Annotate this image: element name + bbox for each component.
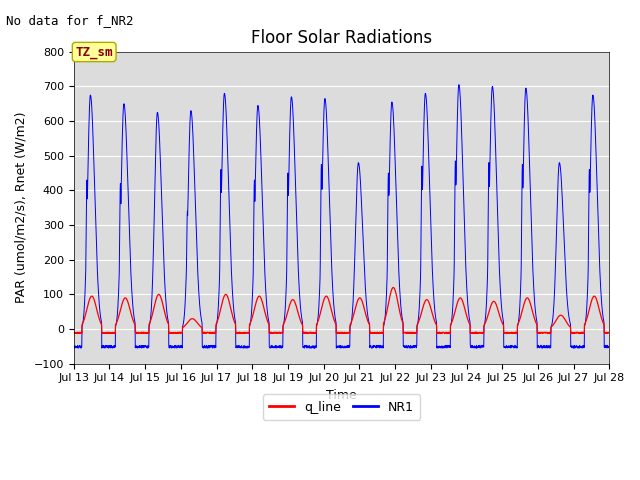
NR1 xyxy=(124,160,131,166)
q_line xyxy=(303,331,311,336)
NR1 xyxy=(533,345,541,351)
NR1 xyxy=(473,345,481,351)
q_line xyxy=(598,317,606,323)
NR1 xyxy=(455,82,463,87)
q_line xyxy=(124,297,131,303)
q_line xyxy=(70,329,77,335)
Line: NR1: NR1 xyxy=(74,84,609,348)
NR1 xyxy=(598,306,606,312)
Legend: q_line, NR1: q_line, NR1 xyxy=(262,395,420,420)
NR1 xyxy=(605,345,613,351)
Text: TZ_sm: TZ_sm xyxy=(76,46,113,59)
q_line xyxy=(605,330,613,336)
q_line xyxy=(389,285,397,290)
q_line xyxy=(533,330,541,336)
NR1 xyxy=(374,344,381,350)
Line: q_line: q_line xyxy=(74,288,609,334)
q_line xyxy=(503,329,511,335)
q_line xyxy=(374,330,381,336)
X-axis label: Time: Time xyxy=(326,389,357,402)
NR1 xyxy=(239,345,246,351)
NR1 xyxy=(70,344,77,350)
Y-axis label: PAR (umol/m2/s), Rnet (W/m2): PAR (umol/m2/s), Rnet (W/m2) xyxy=(15,112,28,303)
Title: Floor Solar Radiations: Floor Solar Radiations xyxy=(251,29,432,48)
Text: No data for f_NR2: No data for f_NR2 xyxy=(6,14,134,27)
q_line xyxy=(239,330,246,336)
NR1 xyxy=(503,344,511,349)
